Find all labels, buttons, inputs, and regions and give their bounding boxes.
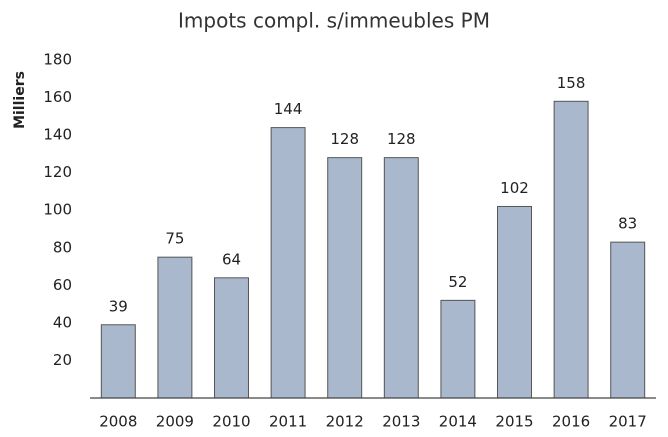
bar (553, 100, 589, 399)
y-tick-label: 100 (43, 201, 72, 219)
x-tick-label: 2017 (609, 413, 647, 431)
x-tick-label: 2009 (156, 413, 194, 431)
data-label: 75 (165, 230, 184, 248)
data-label: 64 (222, 250, 241, 268)
data-label: 128 (330, 130, 359, 148)
bar (100, 324, 136, 399)
y-tick-label: 160 (43, 88, 72, 106)
x-tick-label: 2013 (382, 413, 420, 431)
bar (383, 157, 419, 399)
x-tick-label: 2014 (439, 413, 477, 431)
bar (214, 277, 249, 399)
y-tick-label: 20 (53, 351, 72, 369)
bar (270, 127, 306, 399)
data-label: 102 (500, 179, 529, 197)
x-tick-label: 2016 (552, 413, 590, 431)
bar (327, 157, 363, 399)
data-label: 39 (109, 297, 128, 315)
chart-title: Impots compl. s/immeubles PM (178, 9, 490, 33)
x-tick-label: 2010 (212, 413, 250, 431)
y-tick-label: 140 (43, 126, 72, 144)
bar (610, 241, 646, 399)
data-label: 83 (618, 215, 637, 233)
x-tick-label: 2011 (269, 413, 307, 431)
y-tick-label: 40 (53, 313, 72, 331)
x-tick-label: 2012 (326, 413, 364, 431)
x-tick-label: 2015 (495, 413, 533, 431)
bar (440, 299, 476, 399)
data-label: 158 (557, 74, 586, 92)
y-tick-label: 120 (43, 163, 72, 181)
y-tick-label: 80 (53, 238, 72, 256)
data-label: 128 (387, 130, 416, 148)
bar (157, 256, 193, 399)
bar (497, 205, 532, 399)
data-label: 52 (448, 273, 467, 291)
data-label: 144 (274, 100, 303, 118)
y-axis-label: Milliers (12, 71, 28, 129)
y-tick-label: 60 (53, 276, 72, 294)
y-tick-label: 180 (43, 51, 72, 69)
x-tick-label: 2008 (99, 413, 137, 431)
